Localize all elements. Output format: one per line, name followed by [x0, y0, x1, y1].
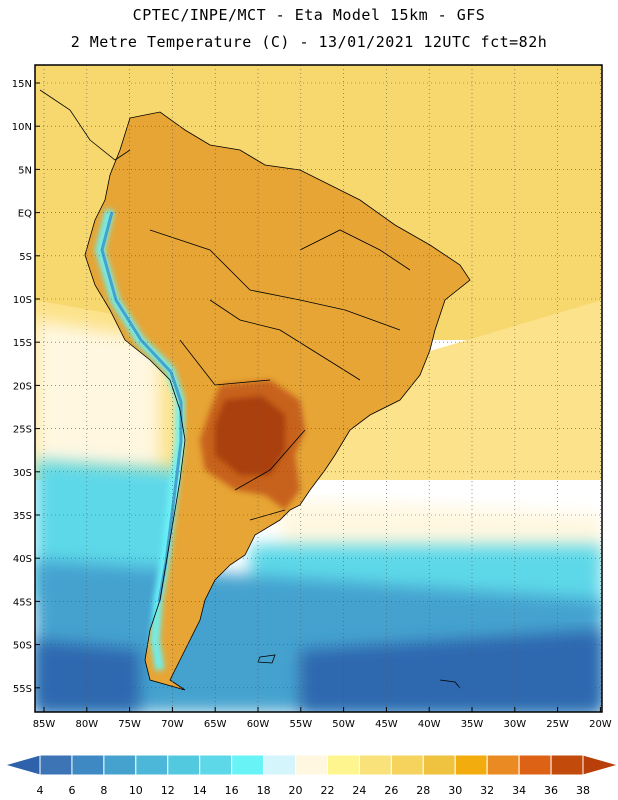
colorbar-label: 4	[37, 784, 44, 797]
colorbar-label: 28	[416, 784, 430, 797]
colorbar-swatch	[231, 754, 265, 776]
lon-label: 65W	[204, 719, 227, 730]
colorbar-swatch	[390, 754, 424, 776]
title-line-1: CPTEC/INPE/MCT - Eta Model 15km - GFS	[132, 6, 486, 24]
map-frame	[34, 64, 603, 713]
colorbar-label: 24	[352, 784, 366, 797]
lat-label: 10S	[13, 295, 32, 306]
colorbar-swatch	[199, 754, 233, 776]
lat-label: 5S	[19, 252, 32, 263]
lon-label: 35W	[461, 719, 484, 730]
lat-label: 35S	[13, 511, 32, 522]
lon-label: 60W	[247, 719, 270, 730]
lat-label: 50S	[13, 641, 32, 652]
lon-label: 30W	[503, 719, 526, 730]
axis-ticks	[35, 82, 601, 712]
colorbar-label: 16	[225, 784, 239, 797]
colorbar-swatch	[550, 754, 584, 776]
colorbar-label: 10	[129, 784, 143, 797]
lon-label: 75W	[118, 719, 141, 730]
temperature-field	[35, 65, 602, 712]
lat-label: 45S	[13, 597, 32, 608]
colorbar-swatch	[135, 754, 169, 776]
colorbar-boxes	[39, 754, 584, 776]
lat-label: 10N	[12, 122, 32, 133]
lon-label: 85W	[33, 719, 56, 730]
colorbar-swatch	[358, 754, 392, 776]
lon-label: 55W	[289, 719, 312, 730]
lat-label: 15N	[12, 79, 32, 90]
lat-label: 5N	[18, 165, 32, 176]
colorbar-label: 18	[257, 784, 271, 797]
lon-label: 70W	[161, 719, 184, 730]
colorbar: 4 6 8 10 12 14 16 18 20 22 24 26 28 30 32 34 36 38	[3, 754, 618, 797]
colorbar-label: 12	[161, 784, 175, 797]
colorbar-swatch	[295, 754, 328, 776]
lat-label: 40S	[13, 554, 32, 565]
lat-label: EQ	[18, 209, 32, 220]
colorbar-label: 38	[576, 784, 590, 797]
colorbar-swatch	[326, 754, 360, 776]
colorbar-swatch	[263, 754, 297, 776]
lon-label: 80W	[75, 719, 98, 730]
colorbar-labels: 4 6 8 10 12 14 16 18 20 22 24 26 28 30 32 34 36 38	[37, 784, 591, 797]
latitude-labels: 15N 10N 5N EQ 5S 10S 15S 20S 25S 30S 35S 40S 45S 50S 5…	[12, 79, 32, 695]
lat-label: 15S	[13, 338, 32, 349]
lon-label: 45W	[375, 719, 398, 730]
colorbar-label: 20	[289, 784, 303, 797]
sea-band-cool-west	[35, 320, 160, 470]
longitude-labels: 85W 80W 75W 70W 65W 60W 55W 50W 45W 40W 35W 30W 25W 2…	[33, 719, 612, 730]
colorbar-label: 30	[448, 784, 462, 797]
lon-label: 25W	[546, 719, 569, 730]
colorbar-label: 32	[480, 784, 494, 797]
colorbar-label: 6	[68, 784, 75, 797]
colorbar-label: 34	[512, 784, 526, 797]
colorbar-swatch	[167, 754, 201, 776]
colorbar-label: 22	[320, 784, 334, 797]
colorbar-swatch	[486, 754, 520, 776]
lat-label: 25S	[13, 425, 32, 436]
colorbar-low-arrow	[3, 754, 41, 776]
colorbar-swatch	[71, 754, 105, 776]
andes-coldest-strip	[100, 211, 183, 603]
title-line-2: 2 Metre Temperature (C) - 13/01/2021 12U…	[70, 33, 548, 51]
colorbar-swatch	[39, 754, 73, 776]
colorbar-swatch	[454, 754, 488, 776]
lat-label: 20S	[13, 381, 32, 392]
colorbar-label: 36	[544, 784, 558, 797]
graticule	[35, 65, 602, 712]
lon-label: 50W	[332, 719, 355, 730]
colorbar-label: 8	[100, 784, 107, 797]
colorbar-high-arrow	[582, 754, 618, 776]
lon-label: 40W	[418, 719, 441, 730]
sea-band-deep	[35, 630, 602, 712]
lat-label: 30S	[13, 468, 32, 479]
colorbar-swatch	[422, 754, 456, 776]
lat-label: 55S	[13, 684, 32, 695]
hottest-core-paraguay	[215, 396, 285, 475]
colorbar-swatch	[518, 754, 552, 776]
colorbar-swatch	[103, 754, 137, 776]
colorbar-label: 26	[384, 784, 398, 797]
colorbar-label: 14	[193, 784, 207, 797]
lon-label: 20W	[589, 719, 612, 730]
